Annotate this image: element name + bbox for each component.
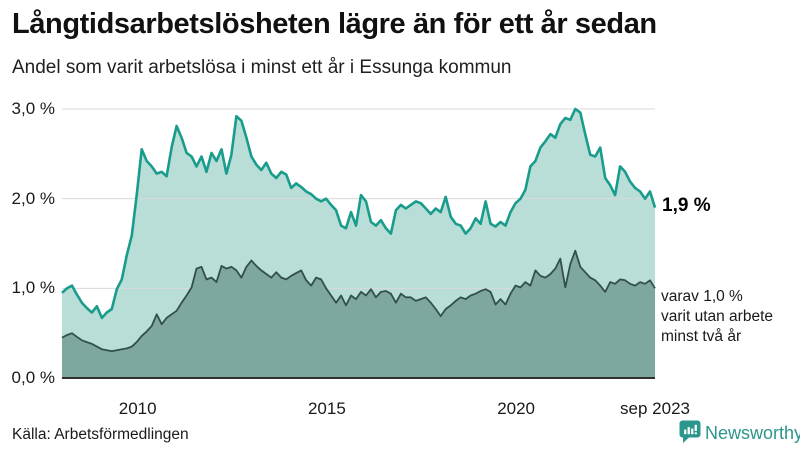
subset-annotation-line: varit utan arbete [661,308,774,325]
newsworthy-brand-text: Newsworthy [705,423,800,443]
y-axis-tick-label: 0,0 % [11,368,55,387]
newsworthy-logo: Newsworthy [679,420,800,446]
chart-plot-area [61,107,657,379]
end-value-label: 1,9 % [662,195,711,216]
chart-subtitle: Andel som varit arbetslösa i minst ett å… [12,57,512,78]
subset-annotation: varav 1,0 % varit utan arbete minst två … [661,287,773,347]
subset-annotation-line: minst två år [661,328,742,345]
series-area-subset [62,250,655,378]
subset-annotation-line: varav 1,0 % [661,288,743,305]
source-note: Källa: Arbetsförmedlingen [12,426,189,443]
x-axis-tick-label: sep 2023 [620,399,690,418]
x-axis-tick-label: 2010 [118,399,157,418]
series-line-total [61,107,657,320]
newsworthy-logo-icon [679,420,701,443]
y-axis-tick-label: 2,0 % [11,188,55,208]
series-line-subset [61,249,656,353]
y-axis-tick-label: 3,0 % [11,99,55,118]
page-title: Långtidsarbetslösheten lägre än för ett … [12,8,657,40]
x-axis-tick-label: 2020 [497,399,536,418]
y-axis-tick-label: 1,0 % [11,278,55,298]
x-axis-tick-label: 2015 [307,399,346,418]
